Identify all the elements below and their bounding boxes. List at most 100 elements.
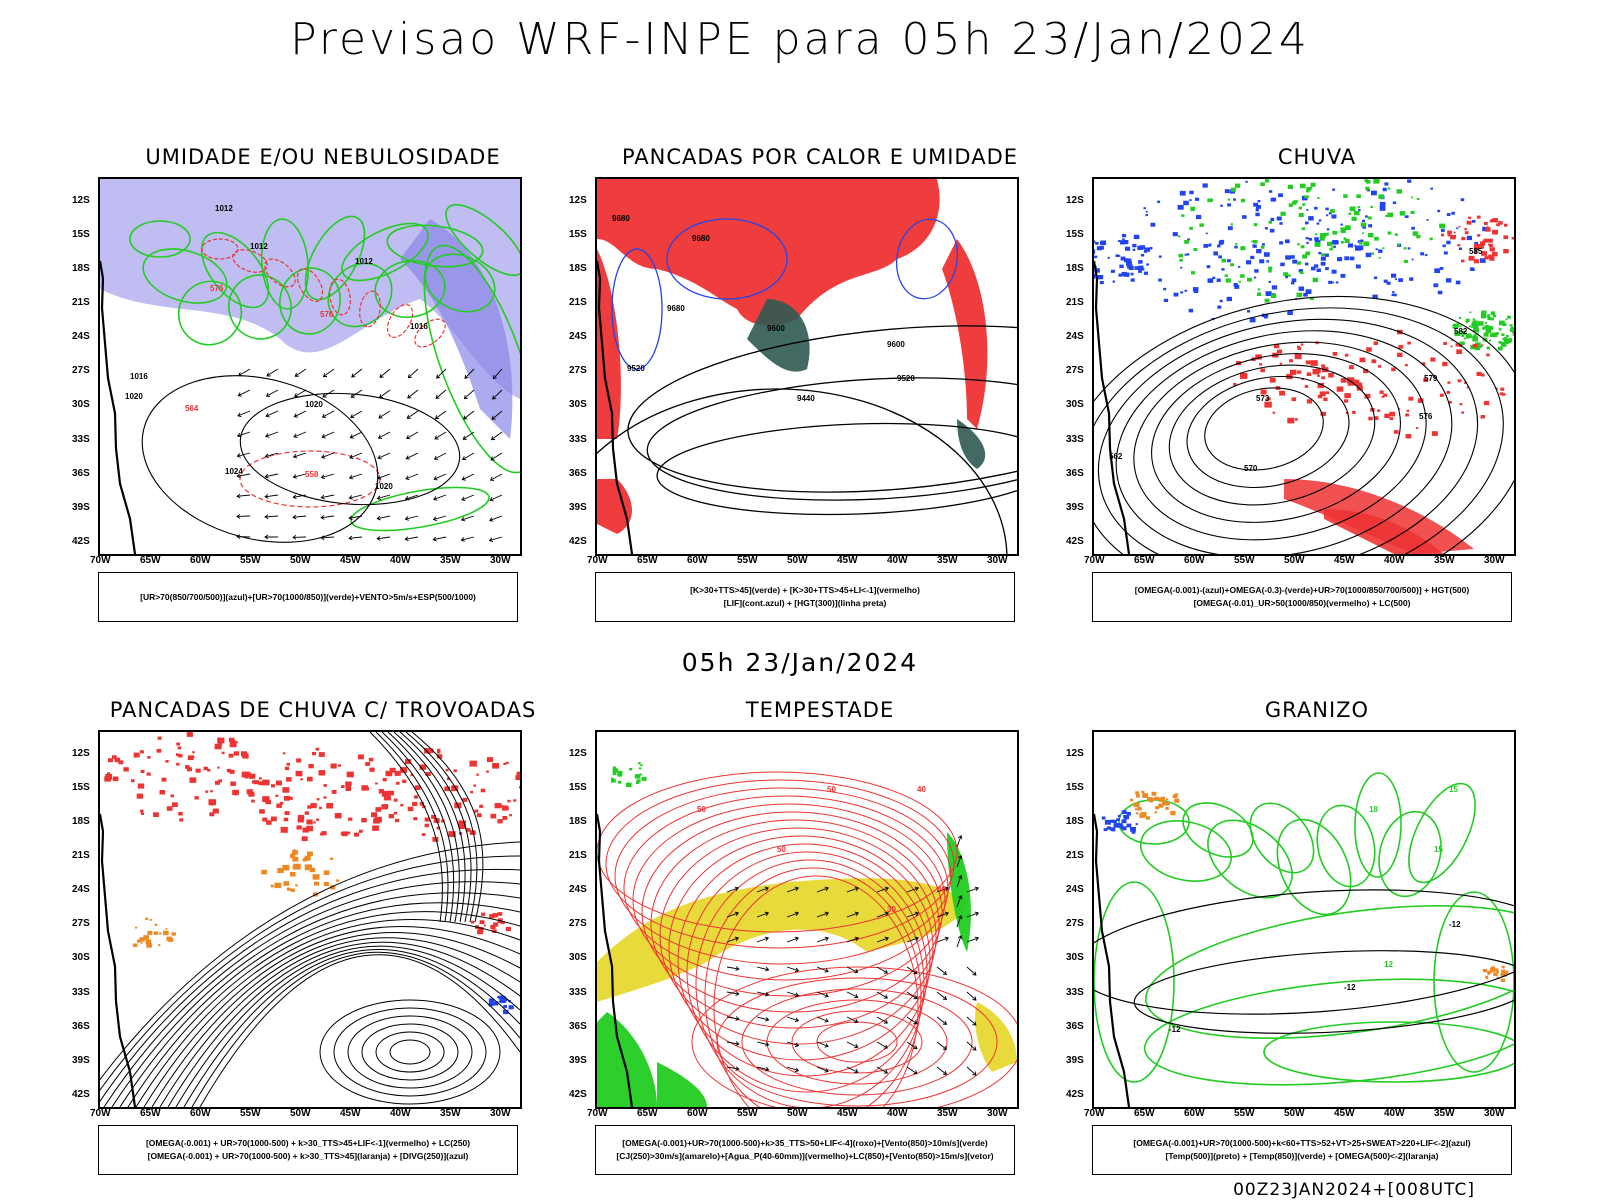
precip-speckle — [282, 752, 286, 755]
precip-speckle — [1314, 237, 1319, 241]
precip-speckle — [436, 826, 440, 830]
streamline — [100, 841, 520, 1081]
precip-speckle — [1348, 212, 1352, 215]
precip-speckle — [136, 793, 143, 799]
precip-speckle — [1132, 248, 1136, 251]
precip-speckle — [641, 776, 647, 781]
contour-line — [816, 1021, 898, 1063]
precip-speckle — [1344, 353, 1349, 357]
precip-speckle — [1365, 186, 1370, 191]
precip-speckle — [1279, 390, 1286, 396]
precip-speckle — [1442, 244, 1446, 248]
wind-vector — [966, 1041, 977, 1051]
wind-vector — [351, 368, 363, 378]
precip-speckle — [1303, 292, 1308, 297]
precip-speckle — [283, 881, 290, 886]
wind-vector — [236, 513, 251, 519]
precip-speckle — [383, 794, 391, 801]
wind-vector — [436, 368, 447, 379]
precip-speckle — [1240, 246, 1246, 251]
contour-line — [200, 231, 270, 309]
contour-label: 1012 — [355, 257, 373, 266]
precip-speckle — [302, 858, 307, 862]
precip-speckle — [323, 784, 327, 787]
precip-speckle — [489, 914, 495, 919]
precip-speckle — [1304, 385, 1309, 388]
wind-vector — [966, 936, 980, 943]
precip-speckle — [1393, 430, 1399, 434]
wind-vector — [377, 473, 391, 480]
precip-speckle — [1382, 187, 1387, 192]
precip-speckle — [1142, 793, 1149, 798]
precip-speckle — [295, 884, 298, 887]
wind-vector — [786, 911, 800, 918]
precip-speckle — [1184, 289, 1187, 292]
precip-speckle — [274, 882, 282, 889]
precip-speckle — [489, 999, 494, 1003]
wind-vector — [265, 389, 279, 397]
precip-speckle — [1172, 232, 1178, 237]
precip-speckle — [1230, 187, 1236, 192]
precip-speckle — [1378, 257, 1381, 259]
contour-line — [646, 377, 1017, 501]
latitude-tick-label: 36S — [569, 1020, 587, 1032]
wind-vector — [906, 1016, 918, 1025]
longitude-tick-label: 70W — [1084, 1108, 1105, 1119]
contour-line — [1186, 375, 1350, 489]
wind-vector — [726, 966, 740, 971]
longitude-tick-label: 70W — [587, 555, 608, 566]
wind-vector — [264, 514, 279, 520]
precip-speckle — [1112, 280, 1115, 283]
precip-speckle — [1240, 198, 1246, 203]
precip-speckle — [465, 828, 471, 832]
precip-speckle — [165, 760, 169, 763]
precip-speckle — [638, 762, 641, 765]
wind-vector — [378, 389, 391, 399]
latitude-tick-label: 27S — [72, 918, 90, 930]
panel-title: PANCADAS DE CHUVA C/ TROVOADAS — [109, 698, 537, 722]
latitude-tick-label: 15S — [72, 781, 90, 793]
precip-speckle — [283, 795, 290, 801]
precip-speckle — [262, 779, 270, 786]
precip-speckle — [1316, 222, 1320, 225]
longitude-tick-label: 65W — [140, 1108, 161, 1119]
precip-speckle — [1479, 346, 1482, 348]
precip-speckle — [1240, 372, 1248, 379]
wind-vector — [292, 452, 307, 459]
precip-speckle — [1365, 215, 1368, 218]
wind-vector — [846, 1016, 859, 1024]
precip-speckle — [1306, 187, 1312, 191]
precip-speckle — [1503, 249, 1509, 254]
precip-speckle — [290, 888, 295, 892]
precip-speckle — [1474, 251, 1478, 254]
wind-vector — [726, 1066, 740, 1071]
precip-speckle — [1263, 252, 1270, 257]
precip-speckle — [1457, 244, 1461, 247]
longitude-tick-label: 65W — [637, 1108, 658, 1119]
wind-vector — [726, 1016, 740, 1021]
wind-vector — [376, 515, 391, 521]
precip-speckle — [241, 751, 248, 757]
precip-speckle — [1264, 298, 1270, 303]
precip-speckle — [1437, 290, 1443, 295]
precip-speckle — [1233, 382, 1237, 386]
precip-speckle — [1474, 242, 1479, 245]
precip-speckle — [1179, 258, 1183, 262]
precip-speckle — [1300, 271, 1304, 274]
wind-vector — [320, 515, 335, 520]
precip-speckle — [1291, 397, 1297, 402]
precip-speckle — [140, 809, 144, 813]
contour-line — [1408, 782, 1476, 884]
wind-vector — [956, 834, 963, 848]
precip-speckle — [1423, 378, 1429, 382]
precip-speckle — [1325, 267, 1329, 271]
latitude-tick-label: 21S — [1066, 297, 1084, 309]
wind-850-area — [947, 832, 971, 952]
contour-label: 570 — [1244, 464, 1258, 473]
wind-vector — [265, 431, 279, 438]
precip-speckle — [436, 754, 443, 759]
precip-speckle — [107, 772, 111, 775]
precip-speckle — [108, 758, 113, 763]
wind-vector — [433, 473, 447, 481]
precip-speckle — [147, 756, 151, 759]
